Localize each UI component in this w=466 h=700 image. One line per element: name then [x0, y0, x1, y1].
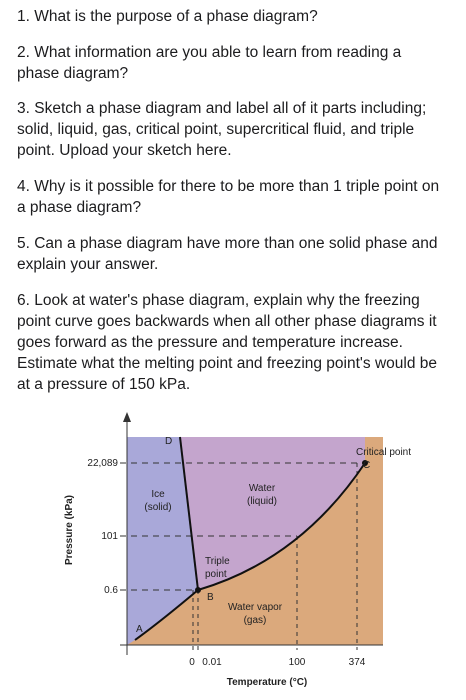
- x-tick-label: 100: [289, 657, 306, 668]
- x-tick-label: 0: [189, 657, 195, 668]
- critical-point: [362, 460, 368, 466]
- region-label: Water vapor: [228, 602, 283, 613]
- point-letter: C: [363, 460, 370, 471]
- y-tick-label: 0.6: [104, 585, 118, 596]
- point-letter: B: [207, 592, 214, 603]
- y-axis-title: Pressure (kPa): [64, 495, 75, 565]
- x-tick-label: 374: [349, 657, 366, 668]
- question: 1. What is the purpose of a phase diagra…: [17, 8, 318, 25]
- y-tick-label: 101: [101, 531, 118, 542]
- x-axis-title: Temperature (°C): [227, 677, 308, 688]
- point-label: point: [205, 569, 227, 580]
- point-letter: A: [136, 624, 143, 635]
- region-label: Water: [249, 483, 276, 494]
- question: 4. Why is it possible for there to be mo…: [17, 178, 440, 216]
- phase-curves: [134, 436, 366, 641]
- question: 6. Look at water's phase diagram, explai…: [17, 292, 437, 393]
- question: 3. Sketch a phase diagram and label all …: [17, 100, 427, 159]
- point-label: Critical point: [356, 447, 411, 458]
- triple-point: [195, 587, 201, 593]
- liquid-region: [180, 437, 365, 590]
- question: 5. Can a phase diagram have more than on…: [17, 235, 438, 273]
- point-letter: D: [165, 436, 172, 447]
- x-tick-label: 0.01: [202, 657, 222, 668]
- guide-lines: [120, 462, 365, 650]
- y-axis-arrow: [123, 412, 131, 422]
- solid-region: [127, 437, 198, 645]
- y-tick-label: 22,089: [87, 458, 118, 469]
- question: 2. What information are you able to lear…: [17, 44, 402, 82]
- point-label: Triple: [205, 556, 230, 567]
- region-label: (liquid): [247, 496, 277, 507]
- region-label: (solid): [144, 502, 171, 513]
- region-label: (gas): [244, 615, 267, 626]
- region-label: Ice: [151, 489, 165, 500]
